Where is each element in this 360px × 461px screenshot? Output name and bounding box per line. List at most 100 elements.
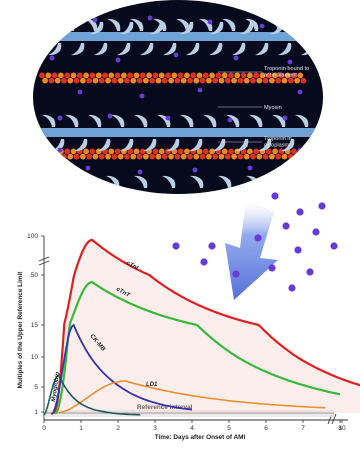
troponin-dot-released xyxy=(208,242,216,250)
actin-bead xyxy=(243,77,250,84)
actin-bead xyxy=(287,77,294,84)
actin-bead xyxy=(124,77,130,84)
actin-bead xyxy=(67,153,74,160)
actin-bead xyxy=(117,153,124,160)
myosin-head xyxy=(180,22,194,35)
troponin-dot xyxy=(115,57,121,63)
myosin-head xyxy=(78,175,92,188)
actin-filament-1 xyxy=(39,72,307,84)
troponin-dot-released xyxy=(232,270,240,278)
actin-bead xyxy=(76,72,83,79)
troponin-dot xyxy=(147,15,153,21)
actin-bead xyxy=(218,77,225,84)
actin-bead xyxy=(247,148,253,155)
myosin-head xyxy=(180,114,194,127)
myosin-head xyxy=(218,175,232,188)
actin-bead xyxy=(80,77,86,84)
actin-bead xyxy=(269,77,275,84)
actin-bead xyxy=(272,148,278,155)
actin-bead xyxy=(294,153,300,160)
actin-bead xyxy=(158,72,165,79)
troponin-dot-released xyxy=(294,246,302,254)
actin-bead xyxy=(287,153,294,160)
actin-bead xyxy=(121,72,127,79)
myosin-head xyxy=(120,139,134,152)
myosin-head xyxy=(240,22,254,35)
actin-bead xyxy=(111,153,118,160)
x-axis-title: Time: Days after Onset of AMI xyxy=(155,434,246,441)
reference-interval-label: Reference interval xyxy=(137,404,193,411)
series-ckmb-curve xyxy=(50,323,193,416)
troponin-dot-released xyxy=(254,234,262,242)
actin-bead xyxy=(184,72,190,79)
actin-bead xyxy=(180,77,187,84)
y-axis-break xyxy=(38,256,50,266)
actin-bead xyxy=(130,153,137,160)
myosin-head xyxy=(61,18,75,31)
label-ld1: LD1 xyxy=(146,382,158,388)
myosin-head xyxy=(120,22,134,35)
troponin-dot xyxy=(282,115,288,121)
troponin-dot xyxy=(107,113,113,119)
actin-bead xyxy=(139,148,146,155)
actin-bead xyxy=(193,153,200,160)
actin-bead xyxy=(275,153,282,160)
myosin-head xyxy=(71,43,85,56)
release-arrow xyxy=(225,200,278,300)
y-tick-label: 15 xyxy=(31,322,39,329)
myosin-head xyxy=(176,18,190,31)
troponin-dot-released xyxy=(282,222,290,230)
actin-bead xyxy=(155,153,162,160)
actin-bead xyxy=(67,77,74,84)
actin-bead xyxy=(224,77,231,84)
actin-bead xyxy=(265,148,272,155)
actin-bead xyxy=(114,72,121,79)
actin-bead xyxy=(48,153,55,160)
actin-bead xyxy=(187,153,193,160)
myosin-head xyxy=(255,43,269,56)
myosin-head xyxy=(107,18,121,31)
actin-bead xyxy=(275,77,282,84)
actin-bead xyxy=(136,77,143,84)
actin-bead xyxy=(155,77,162,84)
myosin-head xyxy=(203,114,217,127)
actin-bead xyxy=(206,153,212,160)
troponin-dot xyxy=(85,165,91,171)
actin-bead xyxy=(278,72,285,79)
myosin-head xyxy=(38,18,52,31)
x-tick-label: 2 xyxy=(116,425,120,432)
myosin-head xyxy=(97,139,111,152)
actin-bead xyxy=(231,153,238,160)
actin-bead xyxy=(127,72,134,79)
actin-bead xyxy=(83,72,89,79)
troponin-dot xyxy=(137,169,143,175)
troponin-dot xyxy=(173,52,179,58)
actin-bead xyxy=(215,72,222,79)
actin-bead xyxy=(130,77,137,84)
x-tick-label: 1 xyxy=(79,425,83,432)
actin-bead xyxy=(250,153,256,160)
x-tick-label: 6 xyxy=(264,425,268,432)
actin-bead xyxy=(165,72,171,79)
actin-bead xyxy=(262,153,269,160)
actin-bead xyxy=(73,153,80,160)
actin-bead xyxy=(243,153,250,160)
series-ld1-curve xyxy=(58,380,326,414)
actin-bead xyxy=(168,153,175,160)
myosin-head xyxy=(65,114,79,127)
label-myoglobin: Myoglobin xyxy=(51,371,61,402)
actin-bead xyxy=(253,148,260,155)
actin-bead xyxy=(54,153,61,160)
actin-bead xyxy=(291,72,297,79)
myosin-head xyxy=(166,139,180,152)
myosin-head xyxy=(42,114,56,127)
actin-bead xyxy=(212,77,219,84)
troponin-dot-released xyxy=(172,242,180,250)
actin-bead xyxy=(48,77,55,84)
myosin-head xyxy=(274,175,288,188)
troponin-dot xyxy=(259,23,265,29)
troponin-dots-released xyxy=(172,192,338,292)
myosin-head xyxy=(249,114,263,127)
troponin-dot xyxy=(77,89,83,95)
